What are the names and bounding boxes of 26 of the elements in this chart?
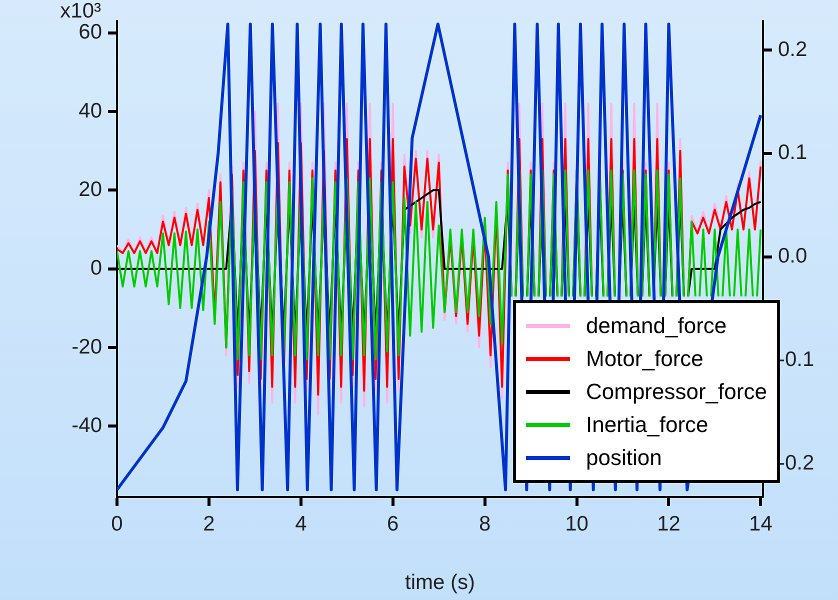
y-tick-label: 0 — [90, 256, 102, 280]
y2-tick-label: 0.1 — [778, 141, 808, 164]
x-tick-label: 4 — [295, 512, 308, 536]
x-tick-label: 8 — [478, 512, 491, 536]
y-axis-title: x10³ — [60, 0, 101, 22]
x-tick-label: 2 — [203, 512, 215, 536]
x-tick-label: 12 — [657, 512, 680, 536]
x-tick-label: 6 — [387, 512, 399, 536]
y2-tick-label: 0.0 — [778, 244, 808, 268]
x-axis-title: time (s) — [405, 571, 475, 594]
y-tick-label: 20 — [78, 178, 102, 201]
legend-label: position — [586, 444, 662, 470]
y2-tick-label: -0.2 — [778, 452, 814, 475]
legend-label: demand_force — [586, 312, 727, 338]
y-tick-label: 40 — [78, 99, 102, 122]
y-tick-label: -20 — [72, 335, 102, 358]
x-tick-label: 10 — [565, 512, 588, 536]
legend-label: Compressor_force — [586, 378, 767, 404]
y-tick-label: 60 — [78, 20, 102, 44]
y2-tick-label: -0.1 — [778, 348, 814, 372]
legend-label: Motor_force — [586, 346, 704, 372]
y2-tick-label: 0.2 — [778, 38, 808, 61]
y-tick-label: -40 — [72, 414, 102, 437]
legend-label: Inertia_force — [586, 412, 708, 438]
x-tick-label: 0 — [111, 512, 123, 536]
x-tick-label: 14 — [749, 512, 773, 536]
